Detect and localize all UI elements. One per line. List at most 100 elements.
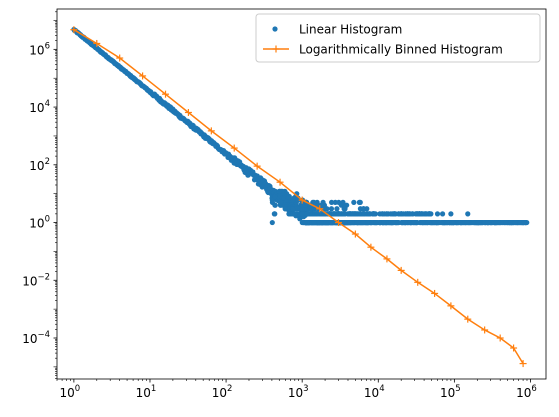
log-binned-point [464,315,472,323]
linear-histogram-point [321,206,328,212]
linear-histogram-point [492,219,499,226]
linear-histogram-point [498,219,504,226]
linear-histogram-point [342,206,348,212]
linear-histogram-point [340,199,346,205]
legend-label-linear: Linear Histogram [299,23,402,37]
linear-histogram-point [276,188,282,194]
linear-histogram-point [272,193,278,200]
linear-histogram-point [311,219,317,226]
log-binned-point [316,205,324,213]
linear-histogram-point [295,197,301,203]
legend-label-logbinned: Logarithmically Binned Histogram [299,43,503,57]
log-binned-point [367,243,375,251]
linear-histogram-point [448,211,454,217]
linear-histogram-point [475,219,481,226]
linear-histogram-point [360,206,367,212]
linear-histogram-point [420,219,426,226]
linear-histogram-point [444,219,451,226]
log-binned-point [139,72,147,80]
linear-histogram-point [434,211,441,217]
linear-histogram-point [357,199,363,205]
linear-histogram-point [502,219,508,226]
log-binned-point [116,54,124,62]
log-binned-point [298,196,306,204]
linear-histogram-point [336,199,342,205]
linear-histogram-point [406,211,413,217]
log-binned-point [334,219,342,227]
linear-histogram-point [380,211,386,217]
y-tick-label: 106 [29,41,50,57]
log-binned-point [510,344,518,352]
linear-histogram-point [341,211,347,217]
log-binned-point [519,360,527,368]
linear-histogram-point [323,219,329,226]
linear-histogram-point [328,199,335,205]
x-tick-label: 101 [136,384,157,400]
linear-histogram-point [449,219,456,226]
linear-histogram-point [341,219,347,226]
linear-histogram-point [457,219,464,226]
linear-histogram-point [302,202,308,208]
linear-histogram-point [432,219,438,226]
linear-histogram-point [290,197,296,203]
linear-histogram-point [508,219,514,226]
linear-histogram-point [293,206,299,212]
linear-histogram-point [286,193,292,200]
log-binned-point [276,178,284,186]
linear-histogram-point [371,211,377,217]
linear-histogram-point [381,219,387,226]
series-layer [70,26,530,368]
log-binned-point [496,334,504,342]
linear-histogram-point [424,211,430,217]
series-linear-histogram [71,26,530,226]
linear-histogram-point [355,219,362,226]
linear-histogram-point [411,219,417,226]
log-binned-point [383,255,391,263]
linear-histogram-point [314,211,320,217]
log-binned-point [351,230,359,238]
linear-histogram-point [347,219,353,226]
linear-histogram-point [373,219,379,226]
log-binned-point [414,278,422,286]
legend: Linear Histogram Logarithmically Binned H… [255,13,541,63]
linear-histogram-point [465,211,471,217]
linear-histogram-point [292,211,298,217]
y-tick-label: 104 [29,99,50,115]
linear-histogram-point [272,202,278,208]
plot-frame [56,8,547,380]
y-tick-label: 10−2 [22,272,50,288]
linear-histogram-point [360,219,366,226]
x-tick-label: 102 [212,384,233,400]
y-tick-label: 102 [29,157,50,173]
linear-histogram-point [278,199,284,205]
log-binned-point [184,108,192,116]
linear-histogram-point [308,206,314,212]
linear-histogram-point [438,219,445,226]
x-tick-label: 104 [364,384,385,400]
legend-marker-linear [272,26,278,32]
linear-histogram-point [388,211,394,217]
linear-histogram-point [361,211,367,217]
linear-histogram-point [272,211,278,217]
log-binned-point [447,302,455,310]
linear-histogram-point [389,219,396,226]
x-tick-label: 103 [288,384,309,400]
linear-histogram-point [364,219,370,226]
x-tick-label: 106 [516,384,537,400]
linear-histogram-point [512,219,518,226]
legend-box [255,13,541,63]
log-binned-point [70,26,78,34]
y-tick-label: 10−4 [22,330,50,346]
series-log-binned-histogram [70,26,527,368]
log-binned-line [73,29,524,364]
linear-histogram-point [269,219,275,226]
linear-histogram-point [334,206,340,212]
linear-histogram-point [439,211,446,217]
linear-histogram-point [464,219,470,226]
log-binned-point [230,144,238,152]
linear-histogram-point [318,219,324,226]
linear-histogram-point [304,211,310,217]
linear-histogram-point [384,211,390,217]
linear-histogram-point [302,219,308,226]
linear-histogram-point [290,206,296,212]
